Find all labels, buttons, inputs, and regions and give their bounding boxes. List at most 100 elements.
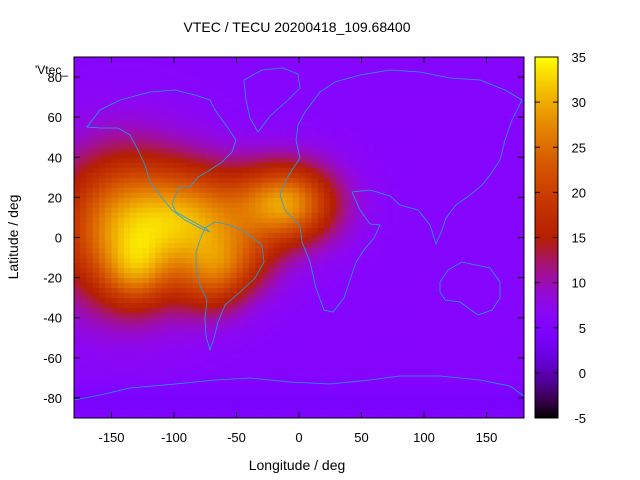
heatmap-cell [311,67,319,73]
heatmap-cell [174,382,181,389]
heatmap-cell [117,132,125,138]
heatmap-cell [149,92,156,98]
heatmap-cell [267,327,275,334]
heatmap-cell [217,352,225,359]
heatmap-cell [492,372,500,379]
heatmap-cell [92,322,100,329]
heatmap-cell [280,77,287,83]
heatmap-cell [486,392,494,399]
heatmap-cell [217,392,225,399]
heatmap-cell [155,202,162,208]
heatmap-cell [292,272,300,279]
heatmap-cell [336,207,344,213]
heatmap-cell [142,152,150,158]
heatmap-cell [74,392,81,399]
heatmap-cell [342,187,350,193]
heatmap-cell [330,257,337,263]
heatmap-cell [199,272,206,279]
heatmap-cell [492,247,500,253]
heatmap-cell [424,127,431,133]
heatmap-cell [224,377,231,384]
heatmap-cell [92,67,100,73]
heatmap-cell [161,312,169,319]
heatmap-cell [424,237,431,243]
heatmap-cell [311,267,319,273]
heatmap-cell [74,57,81,63]
heatmap-cell [430,362,437,369]
heatmap-cell [355,127,362,133]
heatmap-cell [492,137,500,143]
heatmap-cell [374,412,381,418]
heatmap-cell [174,287,181,294]
heatmap-cell [374,247,381,253]
heatmap-cell [499,397,506,404]
heatmap-cell [236,327,244,334]
heatmap-cell [211,257,219,263]
heatmap-cell [242,62,250,68]
heatmap-cell [449,282,456,289]
heatmap-cell [424,312,431,319]
heatmap-cell [105,247,112,253]
heatmap-cell [405,157,412,163]
heatmap-cell [230,197,237,203]
heatmap-cell [174,72,181,78]
heatmap-cell [124,77,131,83]
heatmap-cell [199,202,206,208]
heatmap-cell [405,122,412,128]
heatmap-cell [361,357,369,364]
heatmap-cell [467,92,475,98]
heatmap-cell [180,337,187,344]
heatmap-cell [430,82,437,88]
heatmap-cell [180,397,187,404]
heatmap-cell [311,332,319,339]
heatmap-cell [180,142,187,148]
heatmap-cell [405,112,412,118]
heatmap-cell [155,77,162,83]
heatmap-cell [349,392,356,399]
heatmap-cell [274,202,281,208]
heatmap-cell [199,332,206,339]
heatmap-cell [217,247,225,253]
heatmap-cell [186,202,194,208]
heatmap-cell [305,412,312,418]
heatmap-cell [449,312,456,319]
heatmap-cell [192,377,200,384]
heatmap-cell [374,267,381,273]
heatmap-cell [499,227,506,233]
heatmap-cell [261,202,269,208]
heatmap-cell [305,217,312,223]
heatmap-cell [86,387,94,394]
heatmap-cell [249,87,256,93]
heatmap-cell [99,297,106,304]
heatmap-cell [361,187,369,193]
heatmap-cell [499,282,506,289]
heatmap-cell [149,57,156,63]
heatmap-cell [224,242,231,248]
heatmap-cell [280,112,287,118]
heatmap-cell [305,277,312,284]
heatmap-cell [224,287,231,294]
heatmap-cell [474,332,481,339]
heatmap-cell [317,192,325,198]
heatmap-cell [399,212,406,218]
heatmap-cell [242,252,250,258]
heatmap-cell [174,362,181,369]
heatmap-cell [342,142,350,148]
heatmap-cell [142,317,150,324]
heatmap-cell [142,252,150,258]
heatmap-cell [436,137,444,143]
heatmap-cell [111,117,119,123]
heatmap-cell [86,332,94,339]
heatmap-cell [492,62,500,68]
heatmap-cell [349,242,356,248]
heatmap-cell [180,392,187,399]
heatmap-cell [74,257,81,263]
heatmap-cell [424,167,431,173]
heatmap-cell [349,292,356,299]
heatmap-cell [205,292,212,299]
heatmap-cell [299,97,306,103]
heatmap-cell [505,402,512,409]
heatmap-cell [80,172,87,178]
heatmap-cell [180,292,187,299]
heatmap-cell [286,342,294,349]
